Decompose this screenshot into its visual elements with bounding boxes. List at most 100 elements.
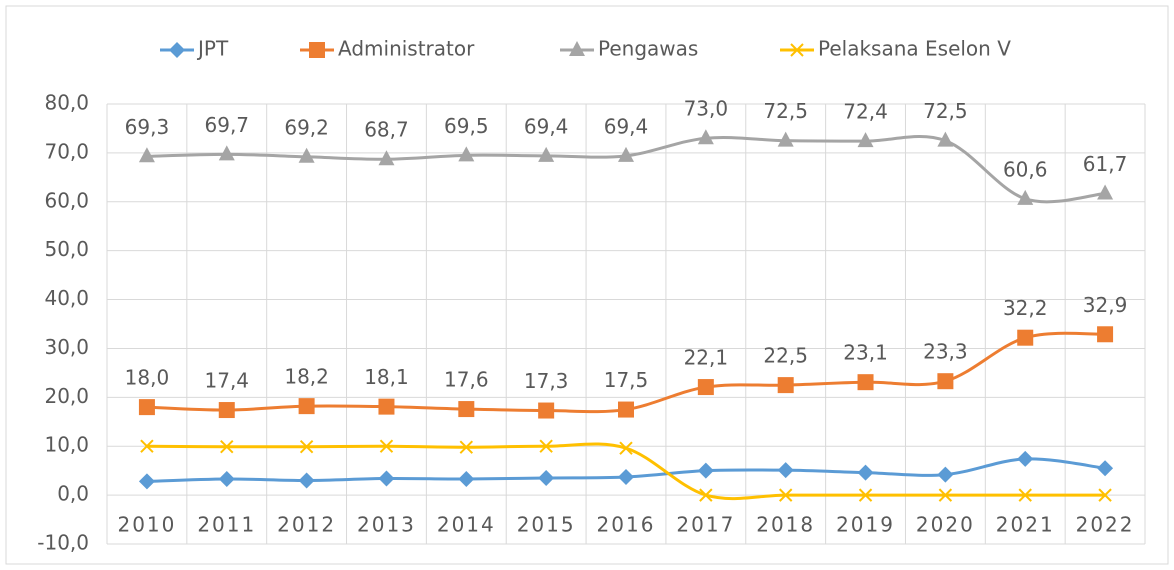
y-tick-label: -10,0 (37, 531, 89, 555)
marker (937, 466, 954, 483)
marker (699, 488, 713, 502)
data-label: 61,7 (1083, 152, 1128, 176)
y-tick-label: 70,0 (44, 139, 89, 163)
marker (458, 146, 475, 162)
marker (458, 401, 475, 418)
marker (378, 398, 395, 415)
legend-label: Administrator (338, 37, 475, 61)
marker (857, 132, 874, 148)
marker (938, 488, 953, 502)
marker (299, 440, 314, 454)
data-label: 17,4 (205, 369, 250, 393)
data-label: 69,5 (444, 114, 489, 138)
data-label: 72,5 (763, 99, 808, 123)
data-label: 22,5 (763, 344, 808, 368)
marker (777, 462, 794, 479)
data-label: 17,3 (524, 369, 569, 393)
marker (220, 440, 234, 454)
marker (569, 41, 585, 56)
x-tick-label: 2014 (437, 513, 496, 537)
marker (1097, 326, 1114, 343)
y-tick-label: 40,0 (44, 286, 89, 310)
marker (218, 402, 235, 419)
marker (697, 462, 714, 479)
marker (1017, 450, 1034, 467)
marker (309, 42, 325, 58)
marker (298, 398, 315, 415)
x-tick-label: 2021 (996, 513, 1055, 537)
marker (697, 129, 714, 145)
marker (618, 146, 634, 162)
y-tick-label: 60,0 (44, 188, 89, 212)
marker (459, 440, 474, 454)
legend-label: Pelaksana Eselon V (818, 37, 1011, 61)
data-label: 73,0 (684, 97, 729, 121)
marker (538, 470, 555, 486)
marker (378, 150, 395, 166)
x-tick-label: 2016 (597, 513, 656, 537)
x-tick-label: 2013 (357, 513, 416, 537)
y-tick-label: 10,0 (44, 433, 89, 457)
marker (138, 399, 155, 416)
x-tick-label: 2011 (197, 513, 256, 537)
y-tick-label: 80,0 (44, 91, 89, 115)
chart-border (5, 5, 1169, 565)
marker (539, 439, 553, 453)
marker (619, 441, 633, 455)
data-label: 32,2 (1003, 296, 1048, 320)
data-label: 72,5 (923, 99, 968, 123)
marker (298, 472, 315, 489)
legend-label: Pengawas (598, 37, 698, 61)
marker (697, 379, 714, 396)
marker (790, 43, 804, 57)
x-tick-label: 2012 (277, 513, 336, 537)
marker (1017, 329, 1034, 346)
data-label: 69,2 (284, 115, 329, 139)
x-tick-label: 2020 (916, 513, 975, 537)
marker (1097, 460, 1114, 477)
x-tick-label: 2015 (517, 513, 576, 537)
marker (858, 488, 873, 502)
data-label: 60,6 (1003, 157, 1048, 181)
data-label: 22,1 (684, 346, 729, 370)
marker (218, 470, 235, 487)
marker (218, 145, 235, 161)
marker (138, 473, 155, 490)
marker (458, 470, 475, 487)
x-tick-label: 2019 (836, 513, 895, 537)
marker (140, 439, 154, 453)
data-label: 69,7 (205, 113, 250, 137)
data-label: 23,1 (843, 341, 888, 365)
marker (1097, 184, 1114, 200)
marker (618, 401, 634, 418)
marker (1098, 488, 1112, 502)
marker (379, 439, 394, 453)
data-label: 18,2 (284, 365, 329, 389)
marker (778, 488, 793, 502)
x-tick-label: 2018 (756, 513, 815, 537)
x-tick-label: 2010 (117, 513, 176, 537)
marker (378, 470, 395, 487)
marker (169, 42, 185, 58)
marker (538, 146, 555, 162)
marker (618, 469, 634, 486)
data-label: 32,9 (1083, 293, 1128, 317)
marker (777, 377, 794, 394)
marker (138, 147, 155, 163)
marker (857, 374, 874, 391)
marker (777, 131, 794, 147)
x-tick-label: 2022 (1076, 513, 1135, 537)
marker (1018, 488, 1032, 502)
marker (937, 131, 954, 147)
data-label: 69,4 (524, 114, 569, 138)
data-label: 69,4 (604, 114, 649, 138)
data-label: 18,1 (364, 365, 409, 389)
y-tick-label: 20,0 (44, 384, 89, 408)
marker (937, 373, 954, 390)
data-label: 72,4 (843, 100, 888, 124)
data-label: 69,3 (125, 115, 170, 139)
x-tick-label: 2017 (676, 513, 735, 537)
marker (298, 147, 315, 163)
marker (857, 464, 874, 481)
